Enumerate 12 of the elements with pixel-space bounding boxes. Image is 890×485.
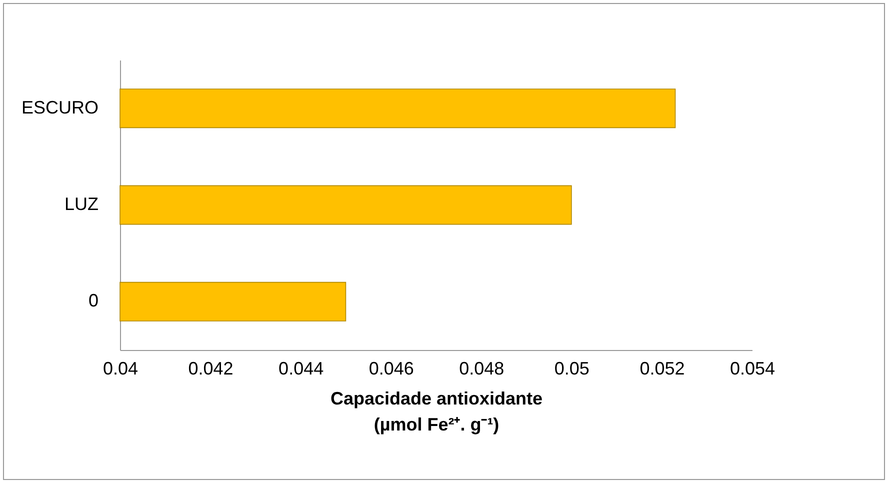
x-tick-label: 0.046 — [368, 358, 414, 378]
x-tick-label: 0.042 — [188, 358, 234, 378]
x-tick-label: 0.048 — [459, 358, 504, 378]
y-tick-label: 0 — [88, 290, 98, 311]
x-axis-title: Capacidade antioxidante (µmol Fe²⁺. g⁻¹) — [330, 388, 543, 434]
x-tick-label: 0.04 — [102, 358, 138, 378]
x-tick-label: 0.052 — [640, 358, 685, 378]
x-tick-label: 0.054 — [730, 358, 776, 378]
x-tick-label: 0.044 — [278, 358, 324, 378]
y-tick-label: ESCURO — [21, 97, 98, 118]
x-tick-label: 0.05 — [554, 358, 590, 378]
y-tick-label: LUZ — [64, 194, 98, 214]
